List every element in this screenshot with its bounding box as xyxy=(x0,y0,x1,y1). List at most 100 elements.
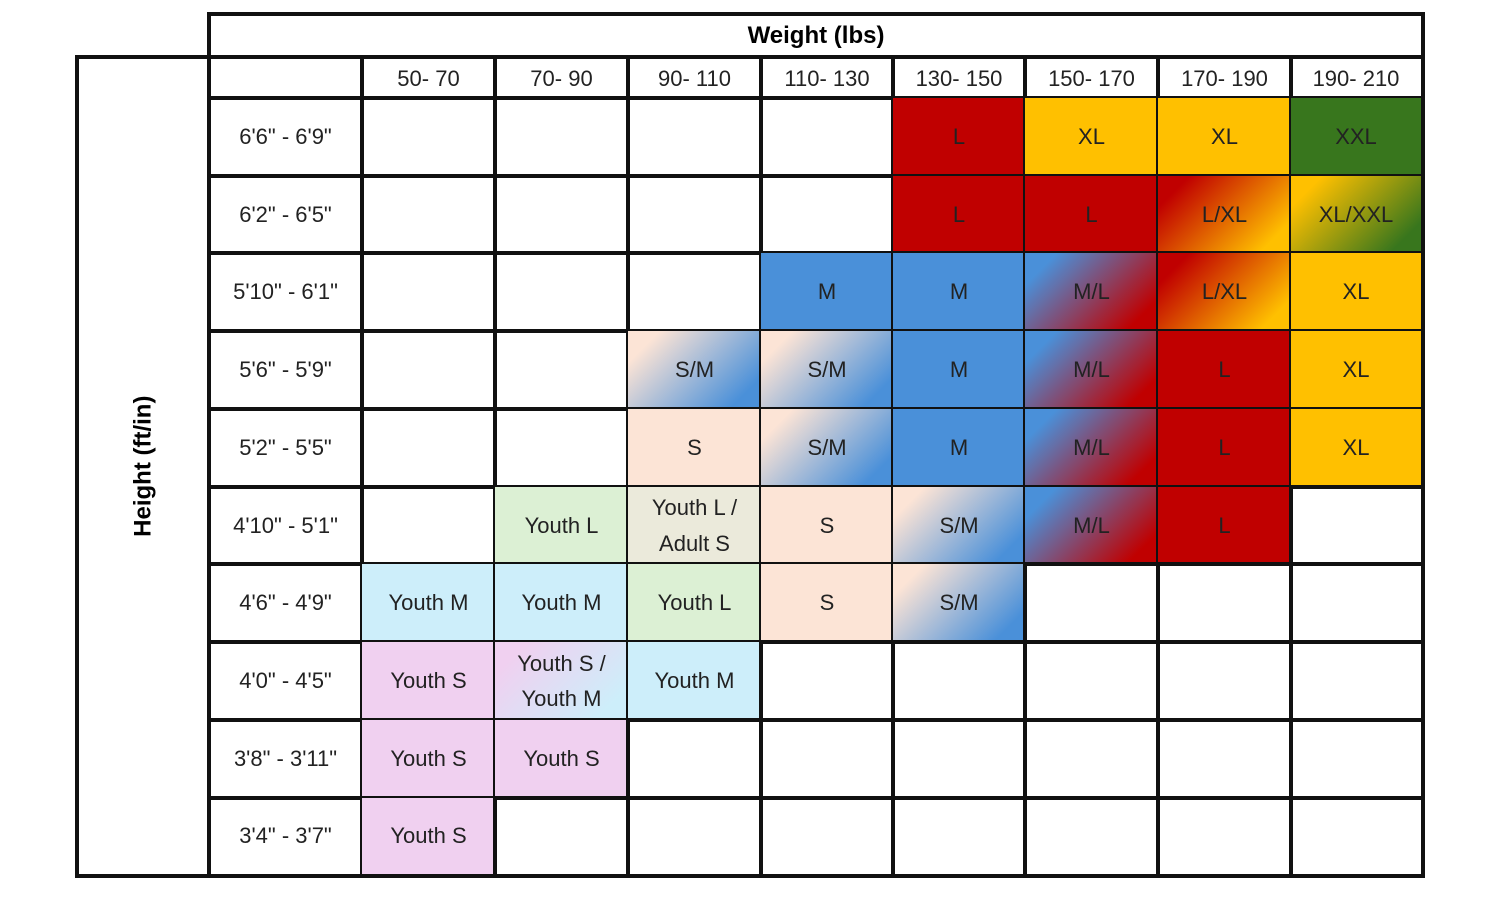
size-cell: XL/XXL xyxy=(1289,174,1425,255)
size-cell: Youth M xyxy=(626,640,763,722)
size-cell xyxy=(493,251,630,333)
row-label: 6'2" - 6'5" xyxy=(207,174,364,255)
size-cell xyxy=(1289,640,1425,722)
size-cell xyxy=(1023,796,1160,878)
height-header: Height (ft/in) xyxy=(75,55,211,878)
size-cell xyxy=(626,796,763,878)
height-label: Height (ft/in) xyxy=(129,395,157,538)
size-cell: S/M xyxy=(891,562,1027,644)
size-cell: Youth S / Youth M xyxy=(493,640,630,722)
size-cell: S/M xyxy=(626,329,763,411)
size-cell: L xyxy=(891,96,1027,178)
size-cell: XL xyxy=(1289,407,1425,489)
size-cell: M xyxy=(891,329,1027,411)
row-label: 5'6" - 5'9" xyxy=(207,329,364,411)
size-cell: Youth S xyxy=(360,718,497,800)
size-cell: S/M xyxy=(759,407,895,489)
row-label: 3'8" - 3'11" xyxy=(207,718,364,800)
size-cell xyxy=(1289,796,1425,878)
size-cell xyxy=(1289,562,1425,644)
size-cell xyxy=(1289,718,1425,800)
size-cell xyxy=(891,796,1027,878)
size-cell xyxy=(360,174,497,255)
size-cell: S/M xyxy=(891,485,1027,566)
column-header: 50- 70 xyxy=(360,55,497,100)
size-cell xyxy=(759,796,895,878)
size-cell: M xyxy=(891,251,1027,333)
size-cell xyxy=(360,251,497,333)
size-cell xyxy=(493,96,630,178)
size-cell: Youth S xyxy=(360,796,497,878)
size-cell xyxy=(891,640,1027,722)
size-cell: XXL xyxy=(1289,96,1425,178)
size-cell xyxy=(626,174,763,255)
column-header: 70- 90 xyxy=(493,55,630,100)
row-label: 4'0" - 4'5" xyxy=(207,640,364,722)
size-cell: Youth S xyxy=(360,640,497,722)
size-cell: XL xyxy=(1289,329,1425,411)
size-cell xyxy=(493,174,630,255)
size-cell: M/L xyxy=(1023,251,1160,333)
size-cell xyxy=(626,251,763,333)
size-cell xyxy=(759,174,895,255)
size-cell xyxy=(493,796,630,878)
size-cell xyxy=(1156,796,1293,878)
column-header: 110- 130 xyxy=(759,55,895,100)
size-cell: Youth L / Adult S xyxy=(626,485,763,566)
size-cell: S/M xyxy=(759,329,895,411)
column-header: 90- 110 xyxy=(626,55,763,100)
size-cell: L xyxy=(1023,174,1160,255)
size-cell xyxy=(360,407,497,489)
column-header: 170- 190 xyxy=(1156,55,1293,100)
size-cell xyxy=(1289,485,1425,566)
size-cell xyxy=(891,718,1027,800)
size-cell: M/L xyxy=(1023,485,1160,566)
size-cell xyxy=(493,329,630,411)
size-cell: Youth M xyxy=(493,562,630,644)
row-label: 4'6" - 4'9" xyxy=(207,562,364,644)
size-cell: M xyxy=(759,251,895,333)
size-cell: L xyxy=(1156,485,1293,566)
row-label: 6'6" - 6'9" xyxy=(207,96,364,178)
size-cell: S xyxy=(626,407,763,489)
size-cell xyxy=(626,718,763,800)
row-label: 5'2" - 5'5" xyxy=(207,407,364,489)
size-cell xyxy=(759,96,895,178)
size-cell xyxy=(360,96,497,178)
size-cell: L/XL xyxy=(1156,251,1293,333)
size-cell: M/L xyxy=(1023,329,1160,411)
corner-cell xyxy=(207,55,364,100)
size-cell: Youth M xyxy=(360,562,497,644)
size-cell xyxy=(1023,562,1160,644)
size-cell: XL xyxy=(1156,96,1293,178)
size-cell xyxy=(360,485,497,566)
size-cell xyxy=(360,329,497,411)
size-cell: Youth L xyxy=(626,562,763,644)
size-cell xyxy=(759,640,895,722)
row-label: 5'10" - 6'1" xyxy=(207,251,364,333)
size-cell xyxy=(759,718,895,800)
size-cell xyxy=(626,96,763,178)
size-cell: S xyxy=(759,562,895,644)
column-header: 130- 150 xyxy=(891,55,1027,100)
size-cell: L xyxy=(1156,329,1293,411)
size-cell xyxy=(1023,718,1160,800)
size-cell xyxy=(1156,718,1293,800)
column-header: 190- 210 xyxy=(1289,55,1425,100)
column-header: 150- 170 xyxy=(1023,55,1160,100)
size-cell: Youth S xyxy=(493,718,630,800)
size-cell: Youth L xyxy=(493,485,630,566)
size-cell xyxy=(1156,562,1293,644)
size-cell: M/L xyxy=(1023,407,1160,489)
size-cell: L xyxy=(1156,407,1293,489)
size-cell: XL xyxy=(1023,96,1160,178)
size-cell: L xyxy=(891,174,1027,255)
size-cell: S xyxy=(759,485,895,566)
size-cell: XL xyxy=(1289,251,1425,333)
size-cell xyxy=(1023,640,1160,722)
size-cell xyxy=(493,407,630,489)
size-cell: M xyxy=(891,407,1027,489)
row-label: 3'4" - 3'7" xyxy=(207,796,364,878)
size-cell: L/XL xyxy=(1156,174,1293,255)
